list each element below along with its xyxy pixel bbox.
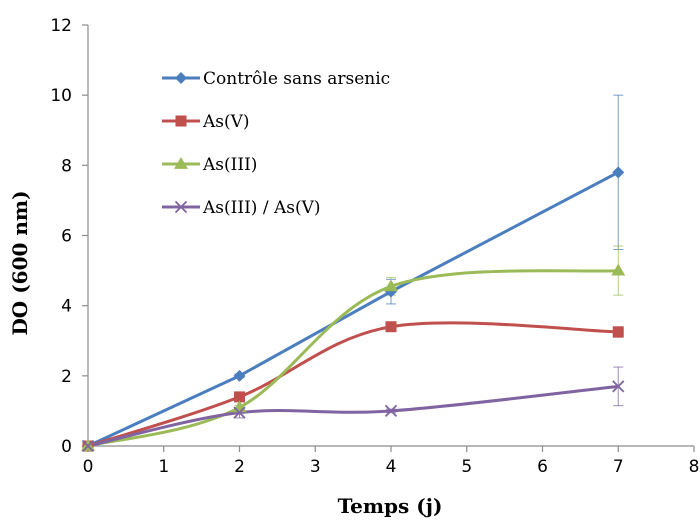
- legend-marker: [174, 200, 188, 214]
- legend-marker: [175, 115, 187, 127]
- x-tick-label: 8: [689, 457, 700, 477]
- series-line: [87, 321, 619, 448]
- y-axis-title: DO (600 nm): [8, 190, 32, 335]
- data-point: [385, 321, 397, 333]
- data-point: [612, 326, 624, 338]
- series-markers: [81, 166, 626, 453]
- data-point: [384, 404, 398, 418]
- legend-label: As(III) / As(V): [202, 198, 321, 218]
- series-lines: [87, 171, 619, 448]
- legend-label: As(III): [202, 155, 257, 175]
- series-line: [87, 384, 619, 448]
- series-line: [87, 269, 619, 448]
- data-point: [81, 439, 95, 453]
- data-point: [234, 391, 245, 403]
- x-tick-label: 6: [537, 457, 548, 477]
- y-tick-label: 4: [61, 297, 72, 317]
- y-tick-label: 6: [61, 227, 72, 247]
- x-axis-title: Temps (j): [338, 494, 443, 518]
- x-tick-label: 0: [83, 457, 94, 477]
- data-point: [384, 279, 398, 292]
- legend: Contrôle sans arsenic As(V) As(III) As(III)…: [162, 69, 390, 218]
- series-line: [87, 171, 619, 448]
- x-tick-label: 7: [613, 457, 624, 477]
- y-tick-label: 2: [61, 367, 72, 387]
- legend-label: Contrôle sans arsenic: [203, 69, 390, 89]
- y-tick-label: 12: [50, 16, 72, 36]
- x-tick-label: 3: [310, 457, 321, 477]
- data-point: [233, 406, 246, 419]
- data-point: [612, 380, 625, 393]
- legend-marker: [174, 157, 188, 169]
- x-tick-label: 5: [461, 457, 472, 477]
- legend-label: As(V): [202, 112, 250, 132]
- y-tick-label: 0: [61, 437, 72, 457]
- data-point: [611, 263, 626, 276]
- y-tick-label: 8: [61, 156, 72, 176]
- data-point: [233, 369, 246, 382]
- x-tick-label: 4: [386, 457, 397, 477]
- y-tick-label: 10: [50, 86, 72, 106]
- data-point: [612, 166, 625, 179]
- x-tick-label: 1: [158, 457, 169, 477]
- x-tick-label: 2: [234, 457, 245, 477]
- legend-marker: [175, 72, 187, 84]
